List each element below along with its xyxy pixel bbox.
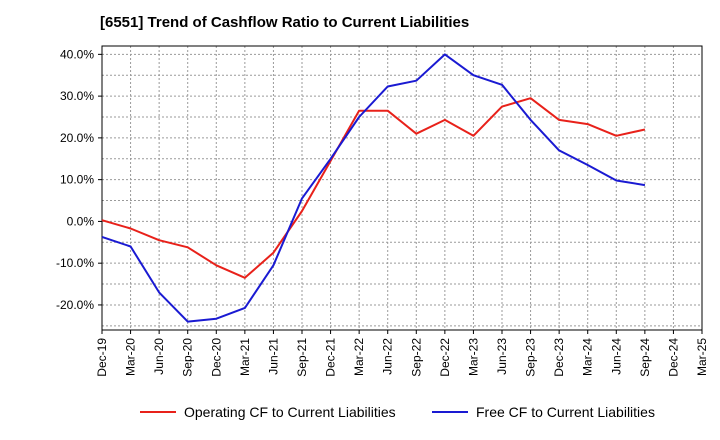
x-tick-label: Sep-23 [524, 338, 538, 377]
x-tick-label: Dec-24 [666, 338, 680, 377]
x-tick-label: Mar-22 [352, 338, 366, 376]
y-tick-label: -20.0% [56, 298, 94, 312]
chart-title: [6551] Trend of Cashflow Ratio to Curren… [100, 14, 470, 31]
x-tick-label: Dec-19 [95, 338, 109, 377]
legend-item-free-cf: Free CF to Current Liabilities [432, 404, 655, 420]
legend: Operating CF to Current Liabilities Free… [0, 404, 720, 426]
x-tick-label: Jun-23 [495, 338, 509, 375]
x-tick-label: Mar-21 [238, 338, 252, 376]
x-tick-label: Dec-23 [552, 338, 566, 377]
y-tick-label: 0.0% [67, 214, 95, 228]
plot-frame [101, 45, 703, 331]
x-tick-label: Jun-24 [609, 338, 623, 375]
x-tick-label: Sep-22 [409, 338, 423, 377]
x-tick-label: Dec-22 [438, 338, 452, 377]
y-tick-label: -10.0% [56, 256, 94, 270]
x-tick-label: Dec-21 [324, 338, 338, 377]
x-tick-label: Jun-21 [266, 338, 280, 375]
x-tick-label: Mar-25 [695, 338, 709, 376]
legend-label-free-cf: Free CF to Current Liabilities [476, 404, 655, 420]
x-tick-label: Jun-22 [381, 338, 395, 375]
x-tick-label: Sep-24 [638, 338, 652, 377]
legend-label-operating-cf: Operating CF to Current Liabilities [184, 404, 396, 420]
y-tick-label: 40.0% [60, 47, 94, 61]
series-line-0 [101, 97, 646, 279]
x-tick-label: Mar-23 [466, 338, 480, 376]
series-line-1 [101, 53, 646, 323]
x-tick-label: Jun-20 [152, 338, 166, 375]
x-tick-label: Mar-20 [124, 338, 138, 376]
x-tick-label: Mar-24 [581, 338, 595, 376]
legend-item-operating-cf: Operating CF to Current Liabilities [140, 404, 396, 420]
legend-swatch-operating-cf [140, 411, 176, 413]
y-tick-label: 10.0% [60, 173, 94, 187]
x-tick-label: Dec-20 [209, 338, 223, 377]
legend-swatch-free-cf [432, 411, 468, 413]
x-tick-label: Sep-21 [295, 338, 309, 377]
x-tick-label: Sep-20 [181, 338, 195, 377]
y-tick-label: 30.0% [60, 89, 94, 103]
y-tick-label: 20.0% [60, 131, 94, 145]
